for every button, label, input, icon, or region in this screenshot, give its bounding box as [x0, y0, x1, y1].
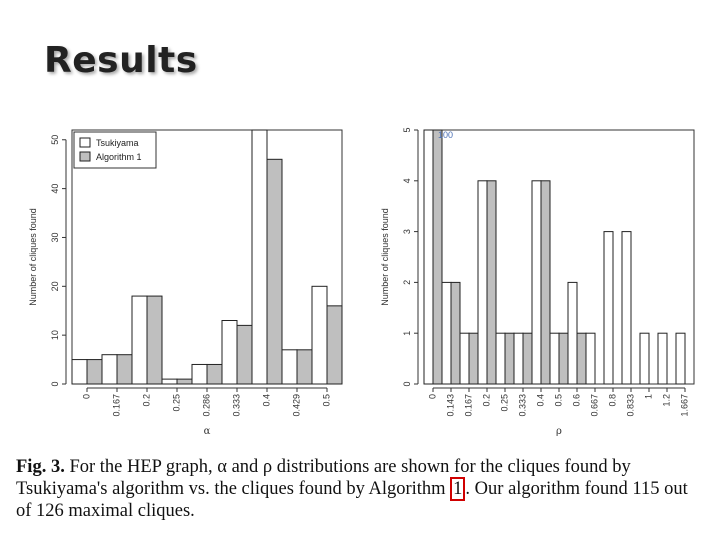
- bar-algorithm1: [540, 180, 551, 385]
- x-tick-label: 0: [81, 394, 91, 399]
- y-axis-label: Number of cliques found: [380, 208, 390, 306]
- bar-tsukiyama: [251, 129, 268, 385]
- bar-tsukiyama: [459, 332, 470, 385]
- bar-algorithm1: [468, 332, 479, 385]
- legend-swatch: [79, 137, 91, 148]
- x-axis-label: ρ: [556, 426, 562, 437]
- y-tick-label: 10: [50, 330, 60, 340]
- x-tick-label: 0.8: [607, 394, 617, 407]
- bar-algorithm1: [486, 180, 497, 385]
- bar-tsukiyama: [585, 332, 596, 385]
- x-tick-label: 0.667: [589, 394, 599, 417]
- x-tick-label: 0: [427, 394, 437, 399]
- y-tick-label: 0: [402, 381, 412, 386]
- bar-tsukiyama: [161, 378, 178, 385]
- x-tick-label: 0.4: [261, 394, 271, 407]
- algorithm-reference-link[interactable]: 1: [450, 477, 466, 501]
- x-tick-label: 0.25: [171, 394, 181, 412]
- x-tick-label: 0.167: [463, 394, 473, 417]
- bar-tsukiyama: [657, 332, 668, 385]
- bar-algorithm1: [432, 129, 443, 385]
- x-tick-label: 1.667: [679, 394, 689, 417]
- x-tick-label: 0.167: [111, 394, 121, 417]
- bar-algorithm1: [326, 305, 343, 385]
- x-tick-label: 0.286: [201, 394, 211, 417]
- x-tick-label: 0.5: [321, 394, 331, 407]
- bar-tsukiyama: [567, 281, 578, 385]
- bar-tsukiyama: [311, 285, 328, 385]
- x-tick-label: 1: [643, 394, 653, 399]
- bar-algorithm1: [146, 295, 163, 385]
- x-tick-label: 0.333: [517, 394, 527, 417]
- y-axis-label: Number of cliques found: [28, 208, 38, 306]
- x-tick-label: 0.4: [535, 394, 545, 407]
- x-tick-label: 0.2: [141, 394, 151, 407]
- bar-tsukiyama: [513, 332, 524, 385]
- caption-text-1: For the HEP graph, α and ρ distributions…: [16, 457, 631, 499]
- bar-algorithm1: [236, 324, 253, 385]
- bar-algorithm1: [116, 354, 133, 385]
- bar-tsukiyama: [639, 332, 650, 385]
- bar-algorithm1: [176, 378, 193, 385]
- x-tick-label: 0.25: [499, 394, 509, 412]
- y-tick-label: 50: [50, 135, 60, 145]
- bar-algorithm1: [206, 363, 223, 385]
- bar-tsukiyama: [675, 332, 686, 385]
- bar-algorithm1: [576, 332, 587, 385]
- bar-tsukiyama: [477, 180, 488, 385]
- legend-label: Tsukiyama: [96, 138, 139, 148]
- x-tick-label: 1.2: [661, 394, 671, 407]
- x-axis-label: α: [204, 426, 211, 437]
- bar-algorithm1: [558, 332, 569, 385]
- x-tick-label: 0.6: [571, 394, 581, 407]
- x-tick-label: 0.143: [445, 394, 455, 417]
- y-tick-label: 20: [50, 281, 60, 291]
- legend-swatch: [79, 151, 91, 162]
- bar-algorithm1: [266, 158, 283, 385]
- bar-tsukiyama: [221, 320, 238, 385]
- y-tick-label: 4: [402, 178, 412, 183]
- slide-title: Results: [44, 40, 198, 81]
- bar-tsukiyama: [441, 281, 452, 385]
- bar-tsukiyama: [71, 359, 88, 385]
- bar-tsukiyama: [531, 180, 542, 385]
- bar-tsukiyama: [191, 363, 208, 385]
- y-tick-label: 1: [402, 331, 412, 336]
- bar-tsukiyama: [603, 231, 614, 385]
- figure-label: Fig. 3.: [16, 457, 65, 477]
- rho-distribution-chart: 0 1 2 3 4 5 Number of cliques found 0 0.143 0.167…: [380, 127, 695, 437]
- figure-caption: Fig. 3. For the HEP graph, α and ρ distr…: [16, 456, 706, 522]
- x-tick-label: 0.833: [625, 394, 635, 417]
- legend-label: Algorithm 1: [96, 152, 142, 162]
- x-tick-label: 0.333: [231, 394, 241, 417]
- bar-algorithm1: [450, 281, 461, 385]
- bar-tsukiyama: [101, 354, 118, 385]
- bar-algorithm1: [522, 332, 533, 385]
- bar-tsukiyama: [281, 349, 298, 385]
- bar-tsukiyama: [423, 129, 434, 385]
- x-tick-label: 0.2: [481, 394, 491, 407]
- x-tick-label: 0.5: [553, 394, 563, 407]
- y-tick-label: 30: [50, 232, 60, 242]
- bar-algorithm1: [296, 349, 313, 385]
- bar-algorithm1: [86, 359, 103, 385]
- caption-text-2: . Our algorithm found 115 out of 126 max…: [16, 479, 688, 521]
- bar-algorithm1: [504, 332, 515, 385]
- top-annotation: 100: [438, 130, 453, 140]
- bar-tsukiyama: [495, 332, 506, 385]
- y-tick-label: 3: [402, 229, 412, 234]
- bar-tsukiyama: [131, 295, 148, 385]
- y-tick-label: 0: [50, 381, 60, 386]
- y-tick-label: 2: [402, 280, 412, 285]
- alpha-distribution-chart: 0 10 20 30 40 50 Number of cliques found 0 0.167…: [28, 129, 343, 437]
- bar-tsukiyama: [549, 332, 560, 385]
- x-tick-label: 0.429: [291, 394, 301, 417]
- y-tick-label: 5: [402, 127, 412, 132]
- y-tick-label: 40: [50, 184, 60, 194]
- bar-tsukiyama: [621, 231, 632, 385]
